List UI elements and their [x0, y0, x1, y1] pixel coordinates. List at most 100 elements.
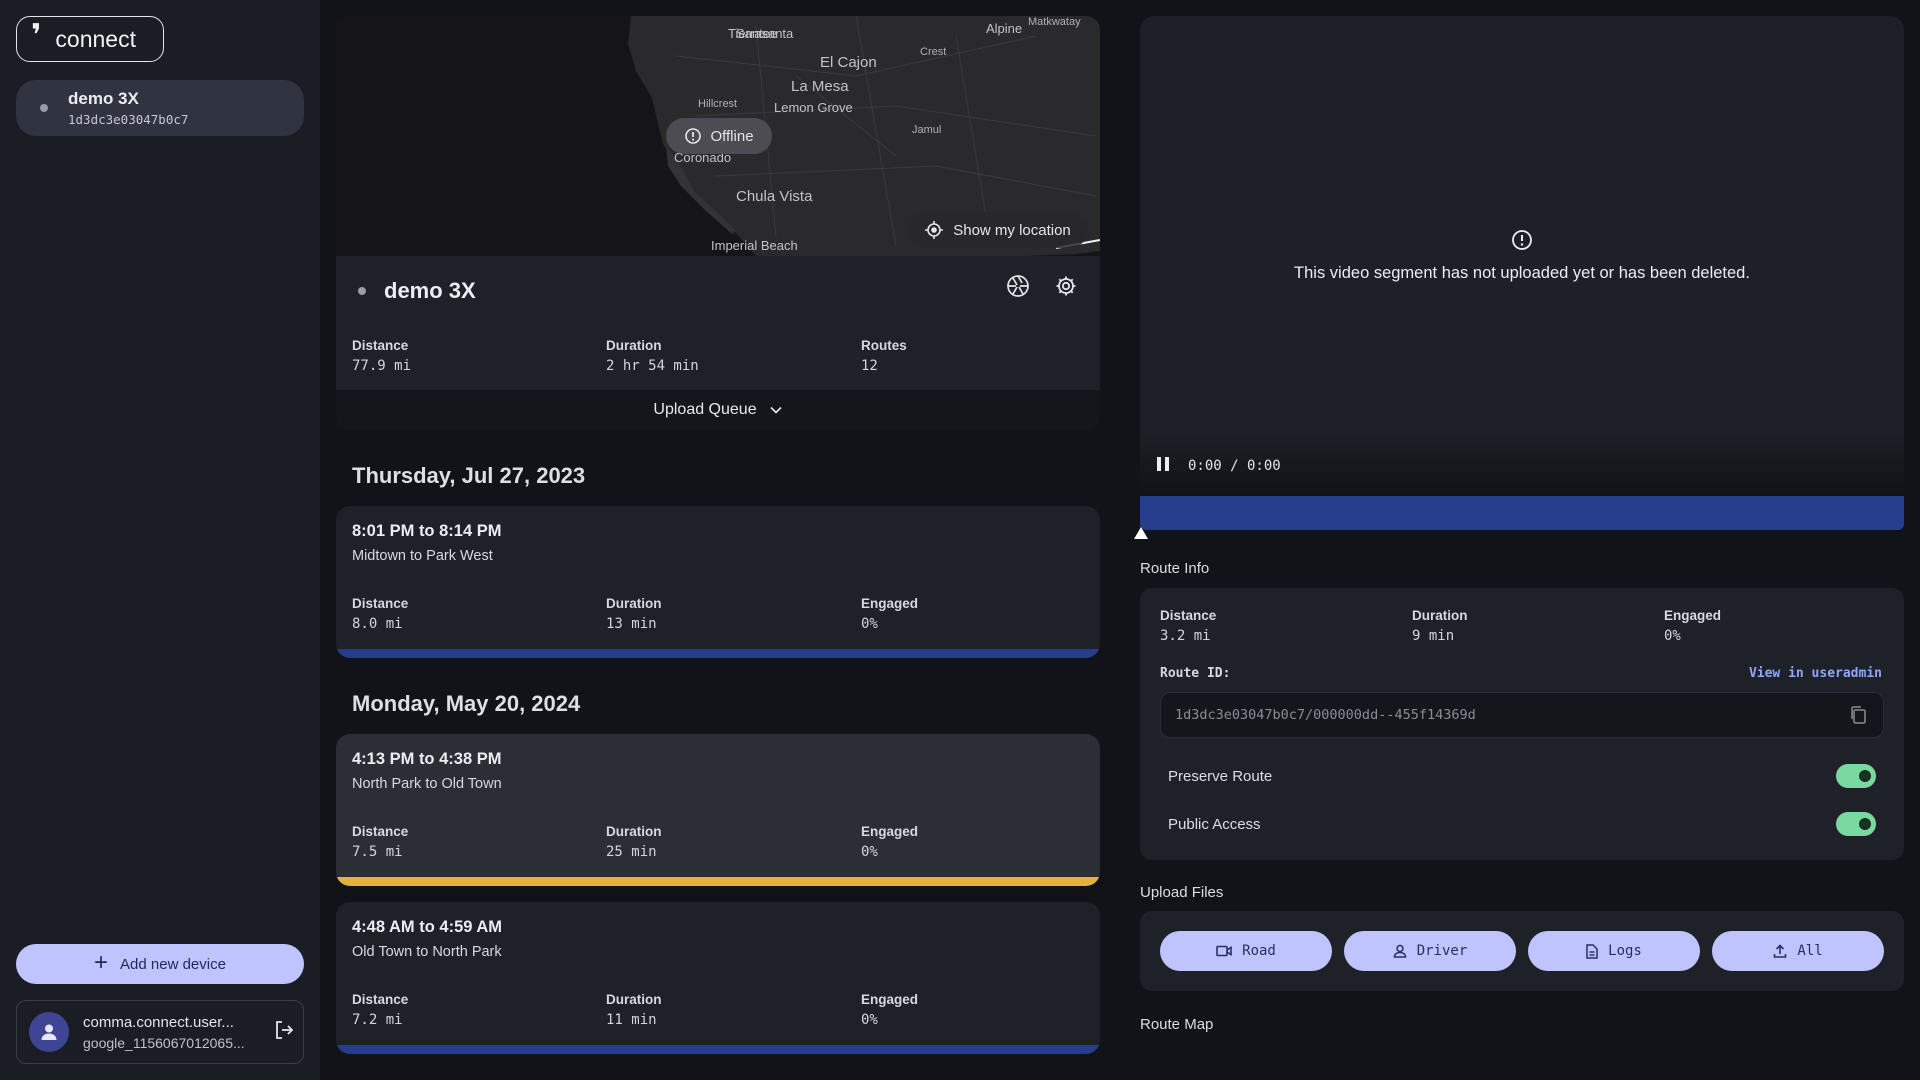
upload-driver-label: Driver — [1416, 943, 1468, 959]
device-routes-stat: Routes 12 — [861, 338, 907, 374]
map-label-la-mesa: La Mesa — [791, 78, 849, 95]
stat-label: Engaged — [1664, 608, 1722, 623]
device-duration-stat: Duration 2 hr 54 min — [606, 338, 699, 374]
upload-logs-label: Logs — [1608, 943, 1642, 959]
stat-label: Distance — [1160, 608, 1217, 623]
day-heading: Thursday, Jul 27, 2023 — [352, 463, 586, 488]
video-player[interactable]: This video segment has not uploaded yet … — [1140, 16, 1904, 496]
show-my-location-button[interactable]: Show my location — [908, 212, 1088, 248]
info-engaged-stat: Engaged 0% — [1664, 608, 1721, 644]
route-timeline-bar — [336, 877, 1100, 886]
stat-label: Duration — [606, 338, 662, 353]
upload-queue-toggle[interactable]: Upload Queue — [336, 390, 1100, 430]
route-id-field[interactable]: 1d3dc3e03047b0c7/000000dd--455f14369d — [1160, 692, 1884, 738]
stat-label: Distance — [352, 338, 409, 353]
sidebar-device-item[interactable]: demo 3X 1d3dc3e03047b0c7 — [16, 80, 304, 136]
account-panel: comma.connect.user... google_11560670120… — [16, 1000, 304, 1064]
route-card[interactable]: 8:01 PM to 8:14 PM Midtown to Park West … — [336, 506, 1100, 658]
map-label-el-cajon: El Cajon — [820, 54, 877, 71]
stat-label: Distance — [352, 596, 409, 611]
route-card-selected[interactable]: 4:13 PM to 4:38 PM North Park to Old Tow… — [336, 734, 1100, 886]
upload-road-label: Road — [1242, 943, 1276, 959]
stat-value: 0% — [861, 844, 878, 860]
video-timeline[interactable] — [1140, 496, 1904, 530]
document-icon — [1586, 943, 1598, 959]
offline-badge: Offline — [666, 118, 772, 154]
video-time: 0:00 / 0:00 — [1188, 457, 1281, 474]
upload-driver-button[interactable]: Driver — [1344, 931, 1516, 971]
route-distance-stat: Distance 7.5 mi — [352, 824, 408, 860]
offline-label: Offline — [710, 127, 754, 145]
device-map[interactable]: Santee Alpine Matkwatay Tierrasanta El C… — [336, 16, 1100, 256]
route-engaged-stat: Engaged 0% — [861, 992, 918, 1028]
crosshair-icon — [925, 221, 944, 239]
stat-label: Engaged — [861, 824, 919, 839]
stat-label: Duration — [606, 824, 662, 839]
snapshot-icon[interactable] — [1006, 274, 1030, 303]
stat-label: Duration — [606, 992, 662, 1007]
day-heading: Monday, May 20, 2024 — [352, 691, 581, 716]
sidebar: ❜ connect demo 3X 1d3dc3e03047b0c7 + Add… — [0, 0, 320, 1080]
add-device-label: Add new device — [120, 955, 226, 973]
video-message: This video segment has not uploaded yet … — [1294, 264, 1750, 282]
settings-gear-icon[interactable] — [1054, 274, 1078, 303]
upload-files-card: Road Driver Logs All — [1140, 911, 1904, 991]
route-place: Midtown to Park West — [352, 548, 493, 564]
route-card[interactable]: 4:48 AM to 4:59 AM Old Town to North Par… — [336, 902, 1100, 1054]
map-label-lemon-grove: Lemon Grove — [774, 100, 853, 115]
chevron-down-icon — [770, 406, 782, 414]
device-id: 1d3dc3e03047b0c7 — [68, 112, 189, 127]
public-access-row: Public Access — [1168, 812, 1876, 836]
device-status-dot — [358, 287, 366, 295]
connect-logo-button[interactable]: ❜ connect — [16, 16, 164, 62]
info-distance-stat: Distance 3.2 mi — [1160, 608, 1216, 644]
route-place: Old Town to North Park — [352, 944, 502, 960]
stat-value: 7.2 mi — [352, 1012, 403, 1028]
route-map-title: Route Map — [1140, 1016, 1214, 1033]
upload-all-label: All — [1797, 943, 1823, 959]
route-engaged-stat: Engaged 0% — [861, 824, 918, 860]
alert-circle-icon — [1511, 229, 1533, 256]
upload-road-button[interactable]: Road — [1160, 931, 1332, 971]
stat-value: 0% — [861, 616, 878, 632]
comma-logo-icon: ❜ — [31, 19, 42, 52]
logo-text: connect — [55, 25, 136, 52]
logout-icon[interactable] — [273, 1019, 295, 1046]
pause-icon[interactable] — [1156, 456, 1170, 475]
map-label-hillcrest: Hillcrest — [698, 98, 738, 110]
show-location-label: Show my location — [953, 221, 1071, 239]
route-duration-stat: Duration 11 min — [606, 992, 662, 1028]
upload-icon — [1774, 944, 1787, 958]
upload-logs-button[interactable]: Logs — [1528, 931, 1700, 971]
person-icon — [1393, 944, 1406, 958]
alert-circle-icon — [685, 128, 702, 144]
route-duration-stat: Duration 25 min — [606, 824, 662, 860]
copy-icon[interactable] — [1849, 705, 1867, 729]
route-timeline-bar — [336, 1045, 1100, 1054]
stat-value: 11 min — [606, 1012, 657, 1028]
route-time: 4:48 AM to 4:59 AM — [352, 918, 503, 936]
device-distance-stat: Distance 77.9 mi — [352, 338, 411, 374]
stat-value: 2 hr 54 min — [606, 358, 699, 374]
playhead-marker-icon[interactable] — [1134, 526, 1148, 544]
upload-files-title: Upload Files — [1140, 884, 1224, 901]
info-duration-stat: Duration 9 min — [1412, 608, 1468, 644]
map-label-jamul: Jamul — [912, 124, 942, 136]
upload-all-button[interactable]: All — [1712, 931, 1884, 971]
stat-label: Engaged — [861, 596, 919, 611]
route-id-label: Route ID: — [1160, 666, 1231, 681]
account-id: google_1156067012065... — [83, 1034, 245, 1051]
stat-value: 0% — [861, 1012, 878, 1028]
route-distance-stat: Distance 7.2 mi — [352, 992, 408, 1028]
stat-label: Duration — [1412, 608, 1468, 623]
preserve-route-toggle[interactable] — [1836, 764, 1876, 788]
stat-value: 8.0 mi — [352, 616, 403, 632]
public-access-label: Public Access — [1168, 815, 1261, 833]
view-in-useradmin-link[interactable]: View in useradmin — [1748, 666, 1882, 681]
route-timeline-bar — [336, 649, 1100, 658]
public-access-toggle[interactable] — [1836, 812, 1876, 836]
account-name: comma.connect.user... — [83, 1013, 234, 1031]
add-device-button[interactable]: + Add new device — [16, 944, 304, 984]
stat-value: 13 min — [606, 616, 657, 632]
stat-value: 25 min — [606, 844, 657, 860]
